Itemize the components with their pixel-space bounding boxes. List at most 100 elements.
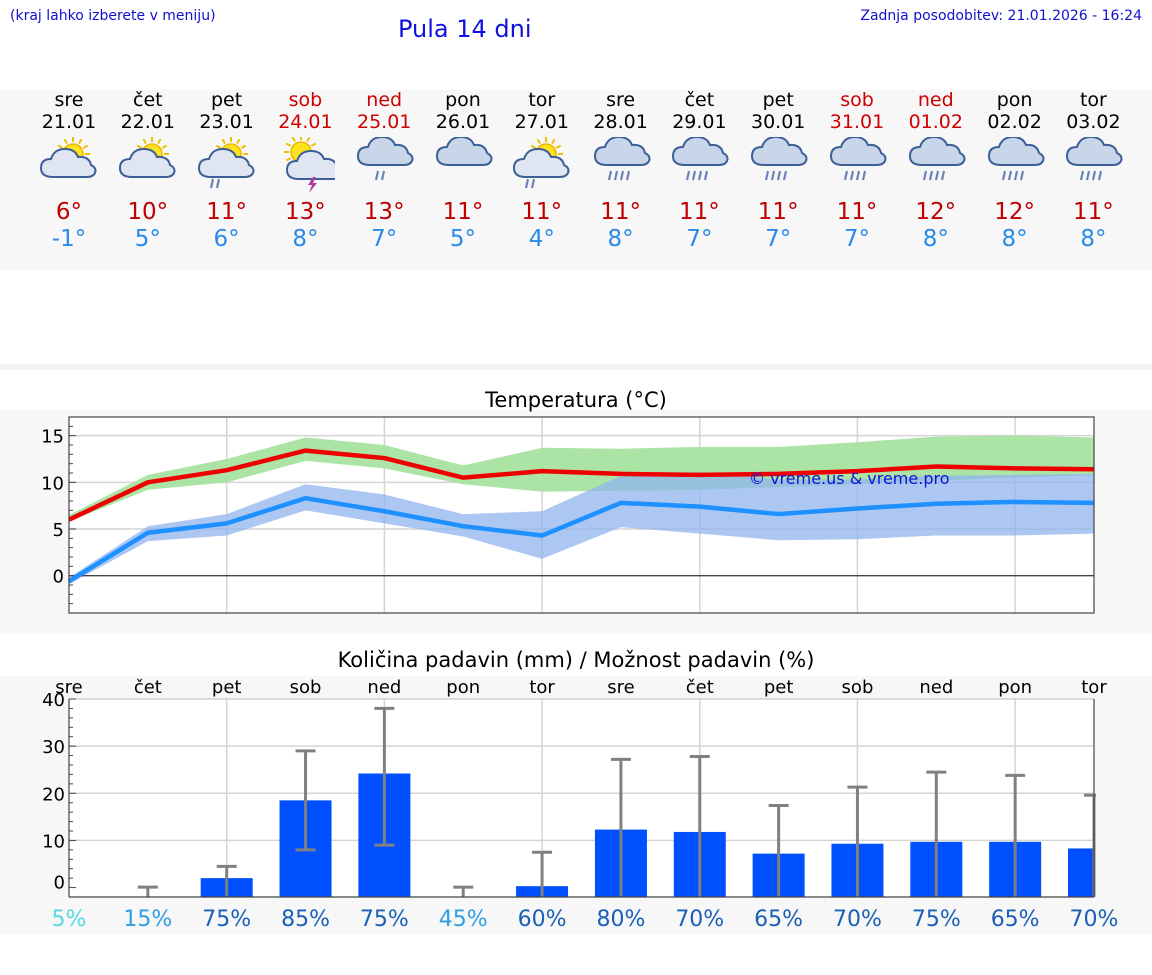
day-date: 29.01 <box>672 111 727 133</box>
forecast-day: tor 27.01 11° 4° <box>502 89 582 253</box>
x-category-label: pet <box>212 677 242 698</box>
forecast-day: ned 01.02 12° 8° <box>896 89 976 253</box>
day-date: 25.01 <box>356 111 412 133</box>
y-tick-label: 0 <box>54 873 65 894</box>
x-category-label: sob <box>842 677 874 698</box>
y-tick-label: 30 <box>42 737 65 758</box>
day-date: 31.01 <box>829 111 885 133</box>
min-temp: 4° <box>528 226 555 252</box>
max-temp: 13° <box>285 199 326 225</box>
cloud-heavy-rain-icon <box>987 137 1045 181</box>
y-tick-label: 5 <box>53 520 64 541</box>
watermark: © vreme.us & vreme.pro <box>749 469 950 488</box>
cloud-icon <box>435 137 493 166</box>
min-temp: 7° <box>765 226 792 252</box>
max-temp: 11° <box>836 199 878 225</box>
precipitation-probability: 65% <box>754 907 803 932</box>
last-updated: Zadnja posodobitev: 21.01.2026 - 16:24 <box>860 8 1142 24</box>
cloud-heavy-rain-icon <box>908 137 966 181</box>
cloud-heavy-rain-icon <box>1066 137 1123 181</box>
forecast-day: ned 25.01 13° 7° <box>344 89 424 253</box>
max-temp: 6° <box>55 199 83 225</box>
precipitation-probability: 45% <box>439 907 488 932</box>
forecast-day: sre 28.01 11° 8° <box>581 89 661 253</box>
max-temp: 13° <box>363 199 405 225</box>
day-date: 24.01 <box>278 111 333 133</box>
max-temp: 11° <box>600 199 641 225</box>
forecast-day: čet 29.01 11° 7° <box>659 89 739 253</box>
day-name: sre <box>606 89 636 111</box>
cloud-rain-icon <box>357 137 414 181</box>
x-category-label: pet <box>764 677 794 698</box>
forecast-day: pon 02.02 12° 8° <box>975 89 1055 253</box>
error-bar <box>137 885 158 897</box>
plot-frame <box>68 416 1095 614</box>
day-date: 30.01 <box>750 111 806 133</box>
day-date: 02.02 <box>987 111 1042 133</box>
x-category-label: pon <box>446 677 480 698</box>
max-temp: 12° <box>915 199 957 225</box>
forecast-day: pet 23.01 11° 6° <box>187 89 267 253</box>
error-bar <box>453 885 474 897</box>
error-bar <box>532 850 553 897</box>
day-date: 27.01 <box>514 111 569 133</box>
min-temp: -1° <box>51 226 87 252</box>
x-category-label: čet <box>134 677 162 698</box>
precipitation-probability: 70% <box>833 907 882 932</box>
y-tick-label: 20 <box>42 784 65 805</box>
max-temp: 10° <box>127 199 169 225</box>
precipitation-chart-title: Količina padavin (mm) / Možnost padavin … <box>337 648 815 672</box>
max-temp: 11° <box>757 199 799 225</box>
day-name: tor <box>528 89 556 111</box>
min-temp: 7° <box>371 226 398 252</box>
y-tick-label: 10 <box>41 473 64 494</box>
precipitation-probability: 75% <box>912 907 961 932</box>
error-bar <box>374 706 395 847</box>
day-name: pon <box>996 89 1033 111</box>
forecast-day: pon 26.01 11° 5° <box>423 89 503 253</box>
precipitation-probability: 65% <box>991 907 1040 932</box>
sun-cloud-icon <box>39 137 97 178</box>
precipitation-probability: 70% <box>1070 907 1119 932</box>
cloud-heavy-rain-icon <box>593 137 651 181</box>
forecast-day: čet 22.01 10° 5° <box>108 89 188 253</box>
forecast-day: sre 21.01 6° -1° <box>29 89 109 253</box>
day-name: pet <box>210 89 243 111</box>
precipitation-probability: 75% <box>360 907 409 932</box>
x-category-label: ned <box>367 677 401 698</box>
location-hint: (kraj lahko izberete v meniju) <box>10 8 216 24</box>
min-temp: 8° <box>1080 226 1107 252</box>
error-bar <box>689 755 710 897</box>
min-temperature-line <box>67 495 1095 584</box>
precipitation-bar <box>1068 848 1094 897</box>
y-tick-label: 10 <box>42 831 65 852</box>
page-title: Pula 14 dni <box>398 15 532 43</box>
cloud-heavy-rain-icon <box>829 137 887 181</box>
max-temp: 11° <box>442 199 484 225</box>
error-bar <box>216 864 237 897</box>
precipitation-probability: 15% <box>123 907 172 932</box>
error-bar <box>295 749 316 852</box>
max-temp: 11° <box>1073 199 1114 225</box>
day-name: tor <box>1079 89 1107 111</box>
day-name: čet <box>684 89 715 111</box>
forecast-day: tor 03.02 11° 8° <box>1053 89 1133 253</box>
x-category-label: tor <box>529 677 555 698</box>
max-temp: 11° <box>679 199 720 225</box>
sun-cloud-thunder-icon <box>284 137 336 193</box>
precipitation-probability: 80% <box>596 907 645 932</box>
min-temp: 8° <box>292 226 319 252</box>
max-range-band <box>69 435 1094 522</box>
max-temp: 11° <box>521 199 563 225</box>
forecast-day: pet 30.01 11° 7° <box>738 89 818 253</box>
forecast-day: sob 31.01 11° 7° <box>817 89 897 253</box>
min-temp: 6° <box>213 226 240 252</box>
day-date: 26.01 <box>435 111 491 133</box>
x-category-label: sob <box>290 677 322 698</box>
x-category-label: ned <box>919 677 953 698</box>
y-tick-label: 0 <box>53 567 64 588</box>
day-name: čet <box>133 89 163 111</box>
min-temp: 8° <box>1001 226 1028 252</box>
max-temperature-line <box>68 448 1095 522</box>
precipitation-probability: 70% <box>675 907 724 932</box>
